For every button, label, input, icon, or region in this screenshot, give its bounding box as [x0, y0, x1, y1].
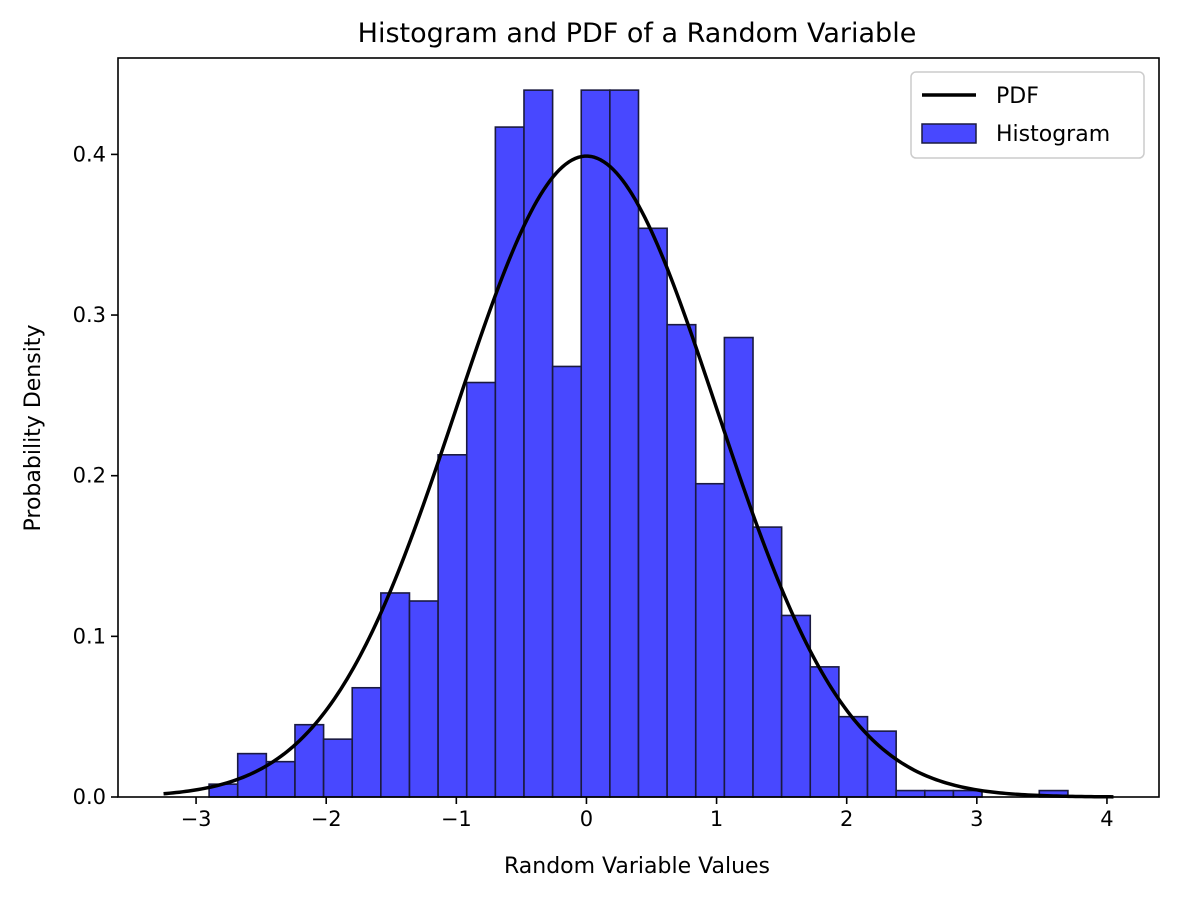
x-tick-label: 1 — [710, 807, 723, 831]
histogram-bar — [637, 227, 668, 798]
legend-histogram-swatch — [921, 123, 977, 144]
legend-pdf-label: PDF — [996, 84, 1039, 109]
histogram-bar — [408, 600, 439, 798]
histogram-bar — [580, 89, 611, 798]
histogram-bar — [551, 365, 583, 798]
histogram-bar — [351, 686, 382, 798]
histogram-bar — [923, 789, 955, 798]
histogram-bar — [666, 323, 697, 798]
x-axis-ticks: −3 −2 −1 0 1 2 3 4 — [181, 797, 1114, 831]
y-tick-label: 0.4 — [73, 142, 106, 166]
histogram-bar — [809, 666, 840, 798]
histogram-bar — [437, 454, 468, 798]
x-tick-label: −2 — [311, 807, 342, 831]
y-axis-ticks: 0.0 0.1 0.2 0.3 0.4 — [73, 142, 118, 809]
pdf-line — [163, 154, 1114, 799]
histogram-bar — [752, 526, 783, 798]
x-tick-label: 4 — [1100, 807, 1113, 831]
x-tick-label: −1 — [441, 807, 472, 831]
x-axis-label: Random Variable Values — [504, 854, 770, 879]
x-tick-label: 3 — [970, 807, 983, 831]
histogram-bar — [494, 126, 525, 798]
histogram-bar — [895, 789, 926, 798]
histogram-bar — [322, 738, 354, 798]
legend: PDF Histogram — [910, 71, 1145, 159]
x-tick-label: 0 — [580, 807, 593, 831]
histogram-bar — [694, 482, 726, 798]
histogram-bar — [380, 592, 411, 798]
chart-title: Histogram and PDF of a Random Variable — [358, 18, 917, 49]
x-tick-label: 2 — [840, 807, 853, 831]
histogram-bar — [465, 381, 497, 798]
y-tick-label: 0.3 — [73, 303, 106, 327]
histogram-bar — [866, 730, 897, 798]
histogram-bars — [208, 89, 1069, 798]
x-tick-label: −3 — [181, 807, 212, 831]
legend-histogram-label: Histogram — [996, 122, 1110, 147]
histogram-bar — [723, 336, 754, 798]
histogram-bar — [609, 89, 640, 798]
y-axis-label: Probability Density — [21, 325, 46, 532]
plot-frame — [117, 57, 1160, 798]
y-tick-label: 0.0 — [73, 785, 106, 809]
histogram-bar — [265, 760, 296, 798]
y-tick-label: 0.2 — [73, 464, 106, 488]
y-tick-label: 0.1 — [73, 624, 106, 648]
histogram-bar — [294, 723, 325, 798]
